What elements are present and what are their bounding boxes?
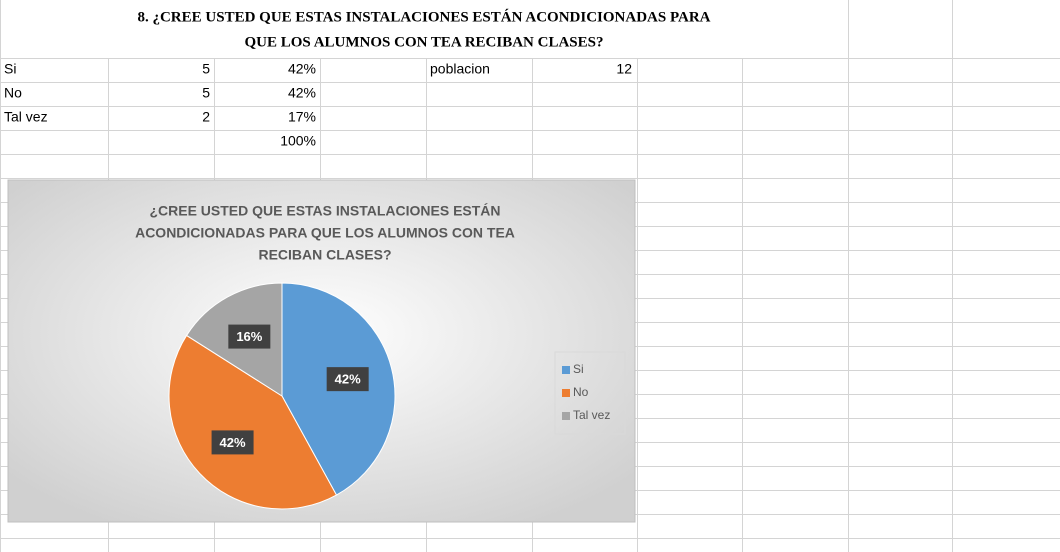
legend-box [554, 351, 626, 435]
cell-percent: 42% [288, 61, 316, 77]
legend-label: No [573, 385, 589, 399]
cells: 8. ¿CREE USTED QUE ESTAS INSTALACIONES E… [4, 8, 711, 148]
cell-label: Tal vez [4, 109, 48, 125]
data-label: 42% [335, 372, 361, 387]
cell-count: 5 [202, 85, 210, 101]
data-label-box [211, 430, 254, 455]
legend-swatch [562, 412, 570, 420]
chart: ¿CREE USTED QUE ESTAS INSTALACIONES ESTÁ… [7, 179, 636, 523]
sheet-title: QUE LOS ALUMNOS CON TEA RECIBAN CLASES? [245, 34, 604, 50]
chart-title: ¿CREE USTED QUE ESTAS INSTALACIONES ESTÁ… [149, 203, 500, 219]
chart-title: ACONDICIONADAS PARA QUE LOS ALUMNOS CON … [135, 225, 515, 241]
cell-percent: 42% [288, 85, 316, 101]
cell-label: Si [4, 61, 16, 77]
cell-count: 2 [202, 109, 210, 125]
data-label: 42% [220, 435, 246, 450]
pie-slice [168, 334, 338, 510]
chart-title: RECIBAN CLASES? [258, 247, 391, 263]
cell-label: poblacion [430, 61, 490, 77]
data-label-box [228, 324, 271, 349]
cell-percent: 17% [288, 109, 316, 125]
cell-count: 12 [616, 61, 632, 77]
legend-swatch [562, 366, 570, 374]
legend-label: Tal vez [573, 408, 610, 422]
legend-label: Si [573, 362, 584, 376]
data-label: 16% [236, 329, 262, 344]
cell-count: 5 [202, 61, 210, 77]
cell-total: 100% [280, 133, 316, 149]
cell-label: No [4, 85, 22, 101]
sheet-title: 8. ¿CREE USTED QUE ESTAS INSTALACIONES E… [137, 8, 710, 25]
data-label-box [326, 367, 369, 392]
legend-swatch [562, 389, 570, 397]
